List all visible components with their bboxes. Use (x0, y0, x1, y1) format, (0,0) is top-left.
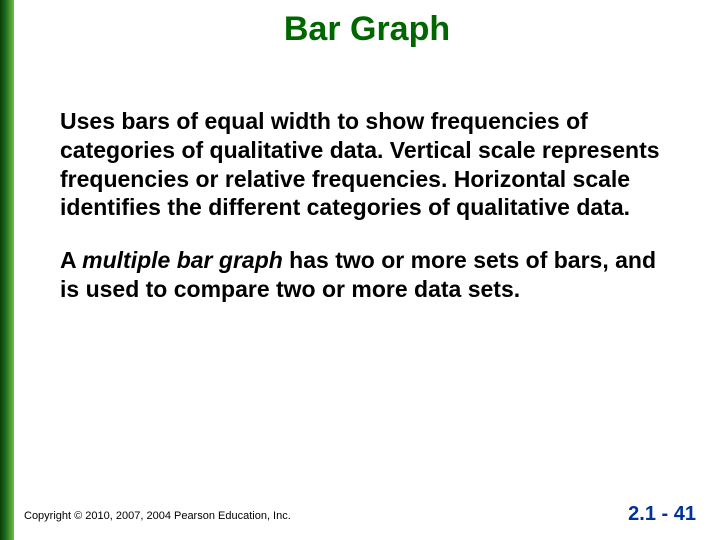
paragraph-1: Uses bars of equal width to show frequen… (60, 107, 680, 222)
paragraph-2: A multiple bar graph has two or more set… (60, 246, 680, 304)
para2-pre: A (60, 247, 82, 273)
slide-content: Bar Graph Uses bars of equal width to sh… (14, 0, 720, 540)
page-number: 2.1 - 41 (628, 503, 696, 526)
slide-title: Bar Graph (14, 10, 720, 49)
copyright-text: Copyright © 2010, 2007, 2004 Pearson Edu… (24, 510, 291, 522)
accent-bar (0, 0, 14, 540)
para2-emph: multiple bar graph (82, 247, 283, 273)
